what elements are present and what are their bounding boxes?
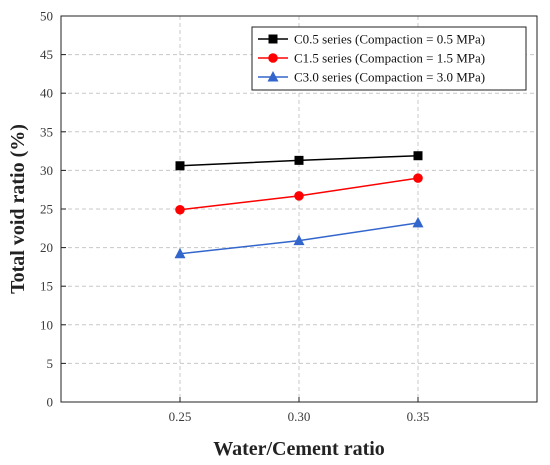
y-tick-label: 30 [40, 163, 53, 178]
y-tick-label: 50 [40, 9, 53, 24]
x-tick-label: 0.25 [169, 409, 192, 424]
data-point [175, 204, 185, 215]
legend-marker [268, 34, 278, 44]
data-point [174, 247, 186, 259]
y-tick-label: 35 [40, 124, 53, 139]
y-tick-label: 25 [40, 202, 53, 217]
data-point [413, 173, 423, 183]
legend-box [251, 26, 527, 91]
x-tick-label: 0.35 [407, 409, 430, 424]
grid [61, 16, 537, 402]
y-tick-label: 5 [47, 356, 54, 371]
data-point [412, 216, 424, 228]
y-tick-label: 10 [40, 317, 53, 332]
ticks: 0 5 10 15 20 25 30 35 40 45 50 0.25 0.30 0.35 [40, 9, 429, 425]
data-point [175, 161, 185, 171]
y-tick-label: 0 [47, 395, 54, 410]
legend-label: C1.5 series (Compaction = 1.5 MPa) [294, 51, 485, 66]
series-layer [174, 151, 424, 259]
data-point [293, 234, 305, 246]
legend-marker [267, 71, 279, 82]
legend-label: C0.5 series (Compaction = 0.5 MPa) [294, 32, 485, 47]
legend-marker [268, 53, 278, 63]
y-tick-label: 45 [40, 47, 53, 62]
x-tick-label: 0.30 [288, 409, 311, 424]
y-tick-label: 40 [40, 86, 53, 101]
legend-label: C3.0 series (Compaction = 3.0 MPa) [294, 70, 485, 85]
x-axis-title: Water/Cement ratio [213, 438, 385, 460]
data-point [413, 151, 423, 161]
legend: C0.5 series (Compaction = 0.5 MPa) C1.5 s… [251, 26, 527, 91]
y-tick-label: 15 [40, 279, 53, 294]
y-tick-label: 20 [40, 240, 53, 255]
data-point [294, 155, 304, 165]
y-axis-title: Total void ratio (%) [7, 124, 29, 294]
data-point [294, 191, 304, 201]
